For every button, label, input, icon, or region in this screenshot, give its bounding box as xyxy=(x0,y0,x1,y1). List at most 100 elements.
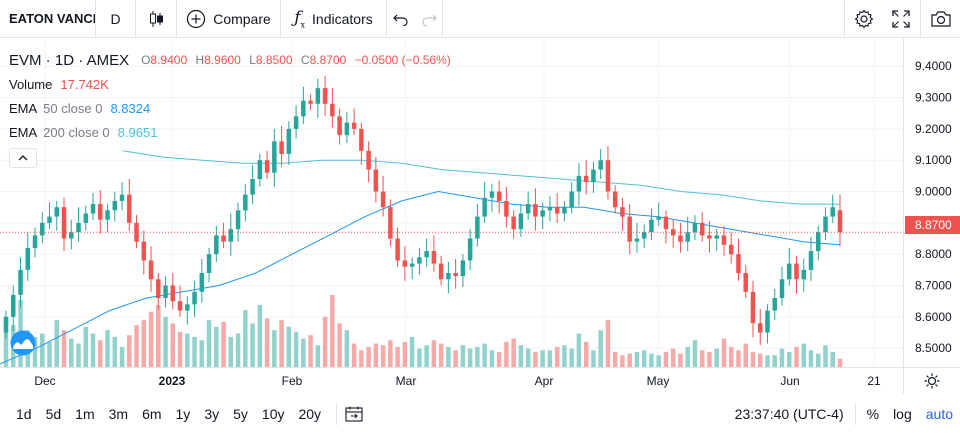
candle-body xyxy=(605,160,611,192)
range-6m[interactable]: 6m xyxy=(142,405,162,422)
volume-bar xyxy=(757,353,763,367)
price-scale[interactable]: 9.40009.30009.20009.10009.00008.90008.80… xyxy=(903,38,960,367)
price-tick-label: 8.7000 xyxy=(915,279,952,293)
volume-bar xyxy=(830,351,835,367)
range-3y[interactable]: 3y xyxy=(204,405,220,422)
ema50-line xyxy=(0,190,841,365)
candles-icon xyxy=(150,10,163,27)
settings-button[interactable] xyxy=(844,0,882,38)
candle-body xyxy=(699,222,705,236)
ema50-series xyxy=(0,190,841,365)
go-to-date-button[interactable] xyxy=(345,406,363,422)
candle-body xyxy=(685,232,690,242)
volume-bar xyxy=(649,353,654,367)
volume-bar xyxy=(837,358,843,367)
volume-bar xyxy=(61,330,67,367)
fullscreen-button[interactable] xyxy=(882,0,920,38)
candle-body xyxy=(185,304,190,311)
time-scale[interactable]: Dec 2023 Feb Mar Apr May Jun 21 xyxy=(0,367,903,394)
volume-bar xyxy=(322,316,328,367)
legend-ema200-row[interactable]: EMA 200 close 0 8.9651 xyxy=(9,120,456,144)
volume-bar xyxy=(344,330,350,367)
timezone-clock[interactable]: 23:37:40 (UTC-4) xyxy=(734,405,844,422)
undo-button[interactable] xyxy=(387,0,415,38)
volume-bar xyxy=(482,343,487,367)
candle-body xyxy=(98,204,103,220)
range-1d[interactable]: 1d xyxy=(16,405,32,422)
candle-body xyxy=(554,207,560,214)
volume-bar xyxy=(286,326,292,367)
compare-button[interactable]: Compare xyxy=(177,0,281,38)
tradingview-logo-icon[interactable] xyxy=(8,330,38,356)
volume-bar xyxy=(235,333,241,367)
range-1y[interactable]: 1y xyxy=(175,405,191,422)
divider xyxy=(854,402,856,425)
redo-icon xyxy=(421,14,437,26)
candle-body xyxy=(815,232,821,252)
volume-bar xyxy=(525,348,531,367)
candle-body xyxy=(656,216,661,220)
price-tick-label: 9.2000 xyxy=(915,122,952,136)
volume-bar xyxy=(467,348,473,367)
ema50-params: 50 close 0 xyxy=(43,100,103,116)
candle-body xyxy=(134,222,139,242)
volume-bar xyxy=(808,350,814,367)
price-chart[interactable] xyxy=(0,38,903,367)
volume-bar xyxy=(409,336,415,367)
candle-body xyxy=(257,160,263,179)
symbol-search-button[interactable]: EATON VANCE xyxy=(0,0,96,38)
legend-open: 8.9400 xyxy=(150,53,188,67)
legend-volume-row[interactable]: Volume 17.742K xyxy=(9,72,456,96)
volume-bar xyxy=(112,336,118,367)
fullscreen-icon xyxy=(892,10,910,28)
time-tick-label: 21 xyxy=(867,374,881,388)
redo-button[interactable] xyxy=(415,0,443,38)
volume-bar xyxy=(663,351,669,367)
volume-bar xyxy=(678,353,683,367)
axis-settings-button[interactable] xyxy=(903,367,960,394)
volume-bar xyxy=(330,295,335,367)
range-5d[interactable]: 5d xyxy=(45,405,62,422)
volume-bar xyxy=(504,341,509,367)
candle-body xyxy=(765,310,770,333)
legend-collapse-button[interactable] xyxy=(9,148,37,168)
volume-bar xyxy=(315,345,321,367)
log-toggle[interactable]: log xyxy=(893,405,912,422)
range-1m[interactable]: 1m xyxy=(75,405,95,422)
legend-change: −0.0500 (−0.56%) xyxy=(354,53,451,67)
candle-body xyxy=(388,207,393,239)
candle-body xyxy=(192,291,197,305)
indicators-button[interactable]: ƒx Indicators xyxy=(281,0,387,38)
candle-body xyxy=(612,191,618,208)
legend-ema50-row[interactable]: EMA 50 close 0 8.8324 xyxy=(9,96,456,120)
candle-body xyxy=(18,269,23,295)
candle-body xyxy=(692,222,698,233)
percent-toggle[interactable]: % xyxy=(866,405,880,422)
volume-bar xyxy=(569,348,574,367)
range-20y[interactable]: 20y xyxy=(298,405,322,422)
snapshot-button[interactable] xyxy=(920,0,960,38)
candle-body xyxy=(163,285,168,299)
volume-bar xyxy=(90,333,96,367)
volume-bar xyxy=(641,350,647,367)
chart-pane[interactable] xyxy=(0,38,903,367)
candle-body xyxy=(344,122,350,136)
time-tick-label: Jun xyxy=(780,374,799,388)
candle-body xyxy=(315,88,321,104)
legend-symbol[interactable]: EVM · 1D · AMEX xyxy=(9,51,130,69)
range-10y[interactable]: 10y xyxy=(261,405,285,422)
candle-body xyxy=(772,298,777,311)
legend-low: 8.8500 xyxy=(255,53,293,67)
volume-bar xyxy=(438,343,444,367)
candle-body xyxy=(475,216,480,239)
candle-body xyxy=(279,141,284,154)
chart-style-button[interactable] xyxy=(136,0,177,38)
range-5y[interactable]: 5y xyxy=(233,405,248,422)
volume-bar xyxy=(199,340,205,367)
candle-body xyxy=(141,241,147,261)
volume-bar xyxy=(76,343,81,367)
interval-button[interactable]: D xyxy=(96,0,136,38)
volume-bar xyxy=(562,345,567,367)
range-3m[interactable]: 3m xyxy=(108,405,129,422)
auto-toggle[interactable]: auto xyxy=(925,405,953,422)
